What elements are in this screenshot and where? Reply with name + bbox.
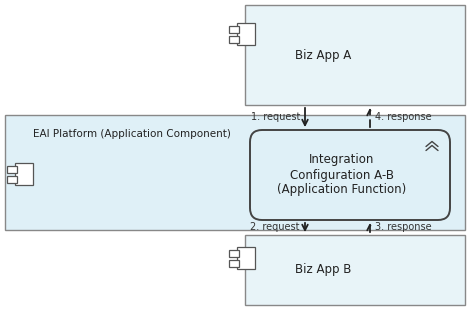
FancyBboxPatch shape <box>250 130 450 220</box>
Text: EAI Platform (Application Component): EAI Platform (Application Component) <box>33 129 231 139</box>
Bar <box>229 26 239 33</box>
Text: 1. request: 1. request <box>251 113 300 122</box>
Bar <box>245 235 465 305</box>
Bar <box>229 260 239 267</box>
Text: 2. request: 2. request <box>250 223 300 232</box>
Bar <box>237 23 255 45</box>
Bar <box>245 5 465 105</box>
Bar <box>7 166 17 173</box>
Text: 3. response: 3. response <box>375 223 432 232</box>
Bar <box>237 247 255 269</box>
Text: Biz App A: Biz App A <box>295 48 351 61</box>
Text: Biz App B: Biz App B <box>295 264 352 277</box>
Bar <box>7 176 17 183</box>
Text: 4. response: 4. response <box>375 113 432 122</box>
Bar <box>229 36 239 43</box>
Text: Integration
Configuration A-B
(Application Function): Integration Configuration A-B (Applicati… <box>277 153 407 197</box>
Bar <box>15 163 33 185</box>
Bar <box>229 250 239 257</box>
Bar <box>5 115 465 230</box>
